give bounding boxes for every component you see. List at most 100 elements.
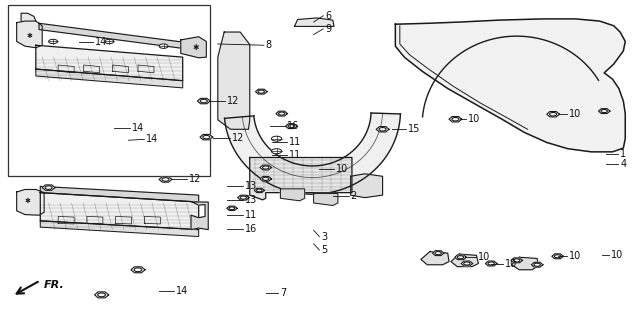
Text: 13: 13 bbox=[244, 181, 257, 191]
Polygon shape bbox=[396, 19, 625, 152]
Circle shape bbox=[288, 125, 294, 128]
Text: FR.: FR. bbox=[44, 280, 65, 290]
Text: 14: 14 bbox=[132, 123, 144, 133]
Polygon shape bbox=[36, 69, 182, 88]
Circle shape bbox=[159, 44, 168, 49]
Circle shape bbox=[229, 207, 235, 210]
Polygon shape bbox=[255, 89, 267, 94]
Text: 1: 1 bbox=[620, 149, 627, 159]
Polygon shape bbox=[17, 21, 42, 48]
Circle shape bbox=[452, 117, 459, 121]
Circle shape bbox=[240, 196, 246, 199]
Circle shape bbox=[271, 136, 282, 141]
Circle shape bbox=[554, 255, 561, 258]
Polygon shape bbox=[511, 257, 538, 270]
Polygon shape bbox=[451, 254, 478, 266]
Polygon shape bbox=[455, 255, 467, 260]
Text: 12: 12 bbox=[232, 133, 244, 143]
Polygon shape bbox=[314, 193, 338, 205]
Text: 14: 14 bbox=[176, 286, 189, 296]
Polygon shape bbox=[511, 258, 522, 263]
Circle shape bbox=[134, 268, 142, 272]
Polygon shape bbox=[131, 267, 145, 273]
Polygon shape bbox=[260, 165, 271, 170]
Text: 3: 3 bbox=[321, 232, 328, 242]
Circle shape bbox=[435, 252, 442, 255]
Text: 11: 11 bbox=[244, 209, 257, 220]
Circle shape bbox=[200, 99, 207, 103]
Text: 10: 10 bbox=[611, 250, 623, 260]
Polygon shape bbox=[21, 13, 36, 21]
Text: 10: 10 bbox=[505, 259, 518, 268]
Text: ✱: ✱ bbox=[192, 43, 198, 52]
Polygon shape bbox=[200, 135, 212, 140]
Text: 10: 10 bbox=[468, 114, 481, 124]
Polygon shape bbox=[285, 124, 297, 129]
Circle shape bbox=[98, 293, 106, 297]
Circle shape bbox=[203, 135, 210, 139]
Text: 16: 16 bbox=[287, 121, 299, 130]
Circle shape bbox=[45, 186, 52, 189]
Circle shape bbox=[105, 39, 114, 44]
Circle shape bbox=[258, 90, 264, 93]
Circle shape bbox=[534, 263, 540, 266]
Text: 14: 14 bbox=[95, 37, 108, 47]
Polygon shape bbox=[531, 262, 543, 267]
Text: 10: 10 bbox=[336, 164, 348, 175]
Text: 15: 15 bbox=[408, 124, 420, 134]
Polygon shape bbox=[376, 127, 389, 132]
Polygon shape bbox=[218, 32, 250, 129]
Circle shape bbox=[271, 149, 282, 154]
Bar bbox=[8, 5, 209, 176]
Polygon shape bbox=[280, 189, 305, 201]
Text: 12: 12 bbox=[189, 174, 202, 184]
Text: 10: 10 bbox=[569, 109, 581, 119]
Polygon shape bbox=[191, 202, 208, 230]
Polygon shape bbox=[40, 221, 198, 237]
Circle shape bbox=[257, 189, 262, 192]
Text: ✱: ✱ bbox=[24, 198, 31, 204]
Circle shape bbox=[262, 166, 269, 169]
Polygon shape bbox=[180, 37, 206, 58]
Text: 13: 13 bbox=[244, 195, 257, 205]
Circle shape bbox=[513, 259, 520, 262]
Polygon shape bbox=[598, 109, 610, 113]
Polygon shape bbox=[159, 177, 172, 182]
Circle shape bbox=[262, 177, 269, 180]
Text: 10: 10 bbox=[569, 251, 581, 261]
Circle shape bbox=[458, 256, 463, 259]
Polygon shape bbox=[294, 18, 334, 26]
Polygon shape bbox=[225, 113, 401, 194]
Polygon shape bbox=[433, 251, 444, 255]
Polygon shape bbox=[461, 261, 472, 266]
Polygon shape bbox=[547, 112, 559, 117]
Polygon shape bbox=[485, 261, 497, 266]
Polygon shape bbox=[40, 186, 198, 202]
Polygon shape bbox=[17, 190, 44, 215]
Polygon shape bbox=[552, 254, 563, 259]
Text: 12: 12 bbox=[227, 96, 240, 106]
Polygon shape bbox=[227, 206, 237, 210]
Polygon shape bbox=[260, 176, 271, 181]
Polygon shape bbox=[276, 111, 287, 116]
Circle shape bbox=[550, 112, 557, 116]
Polygon shape bbox=[36, 45, 182, 81]
Circle shape bbox=[162, 178, 169, 181]
Text: 16: 16 bbox=[244, 224, 257, 234]
Polygon shape bbox=[237, 195, 249, 200]
Text: 5: 5 bbox=[321, 245, 328, 255]
Polygon shape bbox=[42, 185, 55, 190]
Text: 14: 14 bbox=[147, 134, 159, 144]
Text: 7: 7 bbox=[280, 288, 287, 298]
Text: 4: 4 bbox=[620, 159, 627, 169]
Polygon shape bbox=[421, 252, 449, 265]
Circle shape bbox=[278, 112, 285, 115]
Polygon shape bbox=[95, 292, 109, 298]
Circle shape bbox=[379, 128, 386, 131]
Polygon shape bbox=[449, 117, 462, 122]
Circle shape bbox=[464, 262, 470, 265]
Polygon shape bbox=[40, 193, 198, 230]
Text: 6: 6 bbox=[325, 11, 332, 21]
Text: ✱: ✱ bbox=[26, 33, 33, 39]
Text: 11: 11 bbox=[289, 137, 301, 147]
